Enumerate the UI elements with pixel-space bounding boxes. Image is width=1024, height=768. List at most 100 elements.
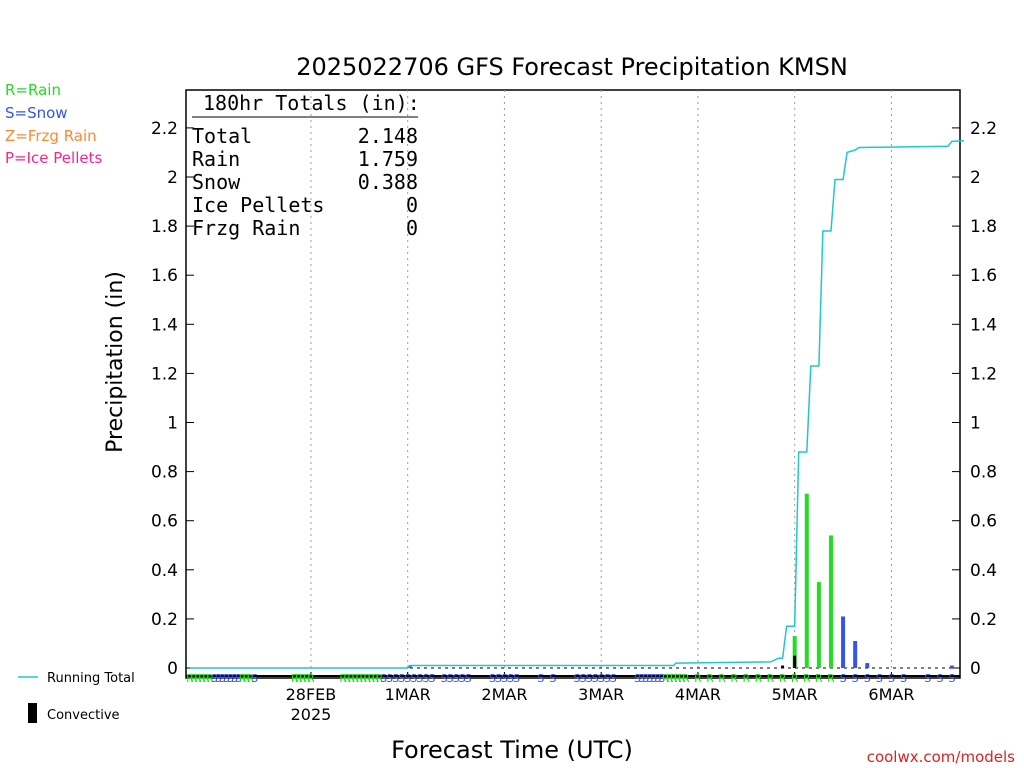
precip-type-mark-39: S <box>422 672 429 685</box>
precip-type-mark-87: S <box>864 672 871 685</box>
bar-conv-1 <box>781 665 785 668</box>
precip-type-mark-75: R <box>718 672 726 685</box>
precip-type-mark-60: S <box>634 672 641 685</box>
totals-label-rain: Rain <box>192 147 240 171</box>
y-tick-label-right-7: 1.4 <box>970 315 997 335</box>
precip-type-mark-31: R <box>376 672 384 685</box>
precip-type-mark-26: R <box>355 672 363 685</box>
precip-type-mark-38: S <box>416 672 423 685</box>
bar-rain-5 <box>816 582 821 668</box>
precip-type-mark-57: S <box>598 672 605 685</box>
legend-ice-pellets: P=Ice Pellets <box>5 149 102 167</box>
totals-label-frzg-rain: Frzg Rain <box>192 216 300 240</box>
legend-freezing-rain: Z=Frzg Rain <box>5 127 97 145</box>
totals-label-ice-pellets: Ice Pellets <box>192 193 324 217</box>
precip-type-mark-13: R <box>239 672 247 685</box>
precip-type-mark-10: S <box>227 672 234 685</box>
x-tick-label-0: 28FEB <box>286 685 337 704</box>
x-tick-label-2: 2MAR <box>481 685 527 704</box>
credit-link[interactable]: coolwx.com/models <box>867 748 1015 766</box>
precip-type-mark-8: S <box>219 672 226 685</box>
precip-type-mark-29: R <box>368 672 376 685</box>
y-tick-label-left-8: 1.6 <box>151 266 178 286</box>
y-axis-label: Precipitation (in) <box>103 271 128 453</box>
precip-type-mark-59: S <box>610 672 617 685</box>
x-tick-label-1: 1MAR <box>385 685 431 704</box>
precip-type-mark-82: R <box>803 672 811 685</box>
precip-type-mark-69: R <box>670 672 678 685</box>
precip-type-mark-77: R <box>742 672 750 685</box>
series-legend: Running Total Convective <box>18 671 135 723</box>
precip-type-mark-4: R <box>202 672 210 685</box>
precip-type-mark-78: R <box>755 672 763 685</box>
precip-type-mark-93: S <box>948 672 955 685</box>
y-tick-label-right-2: 0.4 <box>970 561 997 581</box>
precip-type-mark-81: R <box>791 672 799 685</box>
x-tick-label-6: 6MAR <box>868 685 914 704</box>
precip-type-mark-76: R <box>730 672 738 685</box>
precip-type-mark-55: S <box>586 672 593 685</box>
precip-type-mark-90: S <box>900 672 907 685</box>
totals-value-rain: 1.759 <box>358 147 418 171</box>
precip-type-legend: R=Rain S=Snow Z=Frzg Rain P=Ice Pellets <box>5 81 102 167</box>
precip-type-mark-43: S <box>453 672 460 685</box>
y-tick-label-left-3: 0.6 <box>151 512 178 532</box>
precip-type-mark-37: S <box>410 672 417 685</box>
precip-type-mark-9: S <box>223 672 230 685</box>
running-total-series <box>190 139 965 669</box>
convective-swatch <box>28 703 37 723</box>
precip-type-mark-80: R <box>779 672 787 685</box>
precip-type-mark-24: R <box>347 672 355 685</box>
totals-box: 180hr Totals (in): Total 2.148 Rain 1.75… <box>192 91 420 240</box>
precip-type-mark-28: R <box>364 672 372 685</box>
chart-title: 2025022706 GFS Forecast Precipitation KM… <box>296 53 848 81</box>
bar-snow-0 <box>407 665 412 668</box>
legend-convective: Convective <box>47 708 120 723</box>
precip-type-mark-73: R <box>694 672 702 685</box>
precip-type-mark-64: S <box>650 672 657 685</box>
precip-type-mark-7: S <box>215 672 222 685</box>
x-tick-label-5: 5MAR <box>772 685 818 704</box>
y-tick-label-left-1: 0.2 <box>151 610 178 630</box>
totals-label-snow: Snow <box>192 170 241 194</box>
precip-type-mark-44: S <box>459 672 466 685</box>
precip-type-mark-3: R <box>198 672 206 685</box>
precip-type-mark-46: S <box>489 672 496 685</box>
precip-type-mark-20: R <box>303 672 311 685</box>
precip-type-mark-68: R <box>666 672 674 685</box>
precip-type-mark-45: S <box>465 672 472 685</box>
running-total-line <box>190 139 965 669</box>
precip-type-mark-19: R <box>299 672 307 685</box>
bar-conv-3 <box>793 655 797 668</box>
precip-type-mark-14: R <box>243 672 251 685</box>
y-tick-label-left-11: 2.2 <box>151 119 178 139</box>
precip-type-mark-21: R <box>307 672 315 685</box>
precip-type-mark-27: R <box>360 672 368 685</box>
precip-type-mark-40: S <box>428 672 435 685</box>
y-tick-label-right-3: 0.6 <box>970 512 997 532</box>
precip-type-mark-72: R <box>682 672 690 685</box>
y-tick-label-right-0: 0 <box>970 659 981 679</box>
y-tick-label-right-1: 0.2 <box>970 610 997 630</box>
precip-type-mark-91: S <box>924 672 931 685</box>
y-tick-label-right-11: 2.2 <box>970 119 997 139</box>
precip-type-mark-85: S <box>840 672 847 685</box>
precip-type-mark-18: R <box>295 672 303 685</box>
precip-type-mark-35: S <box>398 672 405 685</box>
precip-type-mark-63: S <box>646 672 653 685</box>
x-tick-label-3: 3MAR <box>578 685 624 704</box>
precip-type-mark-74: R <box>706 672 714 685</box>
y-tick-label-left-4: 0.8 <box>151 463 178 483</box>
precip-type-mark-71: R <box>678 672 686 685</box>
x-axis-label: Forecast Time (UTC) <box>391 736 633 764</box>
y-tick-label-left-9: 1.8 <box>151 217 178 237</box>
precip-type-mark-12: S <box>235 672 242 685</box>
y-tick-label-left-2: 0.4 <box>151 561 178 581</box>
precip-type-mark-25: R <box>351 672 359 685</box>
precip-type-mark-48: S <box>501 672 508 685</box>
y-axis-ticks: 0 00.2 0.20.4 0.40.6 0.60.8 0.81 11.2 1.21.4 1.4… <box>151 119 997 679</box>
precip-type-mark-0: R <box>186 672 194 685</box>
precip-type-mark-52: S <box>549 672 556 685</box>
precip-type-mark-2: R <box>194 672 202 685</box>
